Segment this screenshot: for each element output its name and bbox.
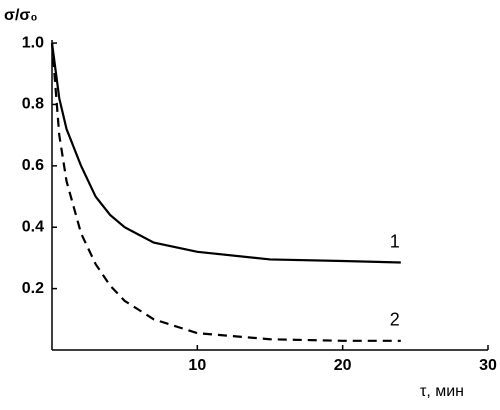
x-tick-label: 30: [479, 357, 497, 374]
x-tick-label: 10: [188, 357, 206, 374]
series-line: [50, 42, 401, 264]
y-axis-label: σ/σ₀: [4, 7, 38, 24]
series-line: [50, 42, 401, 342]
x-axis-label: τ, мин: [420, 383, 464, 400]
y-tick-label: 0.4: [22, 218, 44, 235]
x-tick-label: 20: [334, 357, 352, 374]
y-tick-label: 0.2: [22, 280, 44, 297]
y-tick-label: 0.6: [22, 157, 44, 174]
series-label: 2: [390, 310, 400, 330]
y-tick-label: 0.8: [22, 96, 44, 113]
series-label: 1: [390, 231, 400, 251]
y-tick-label: 1.0: [22, 34, 44, 51]
